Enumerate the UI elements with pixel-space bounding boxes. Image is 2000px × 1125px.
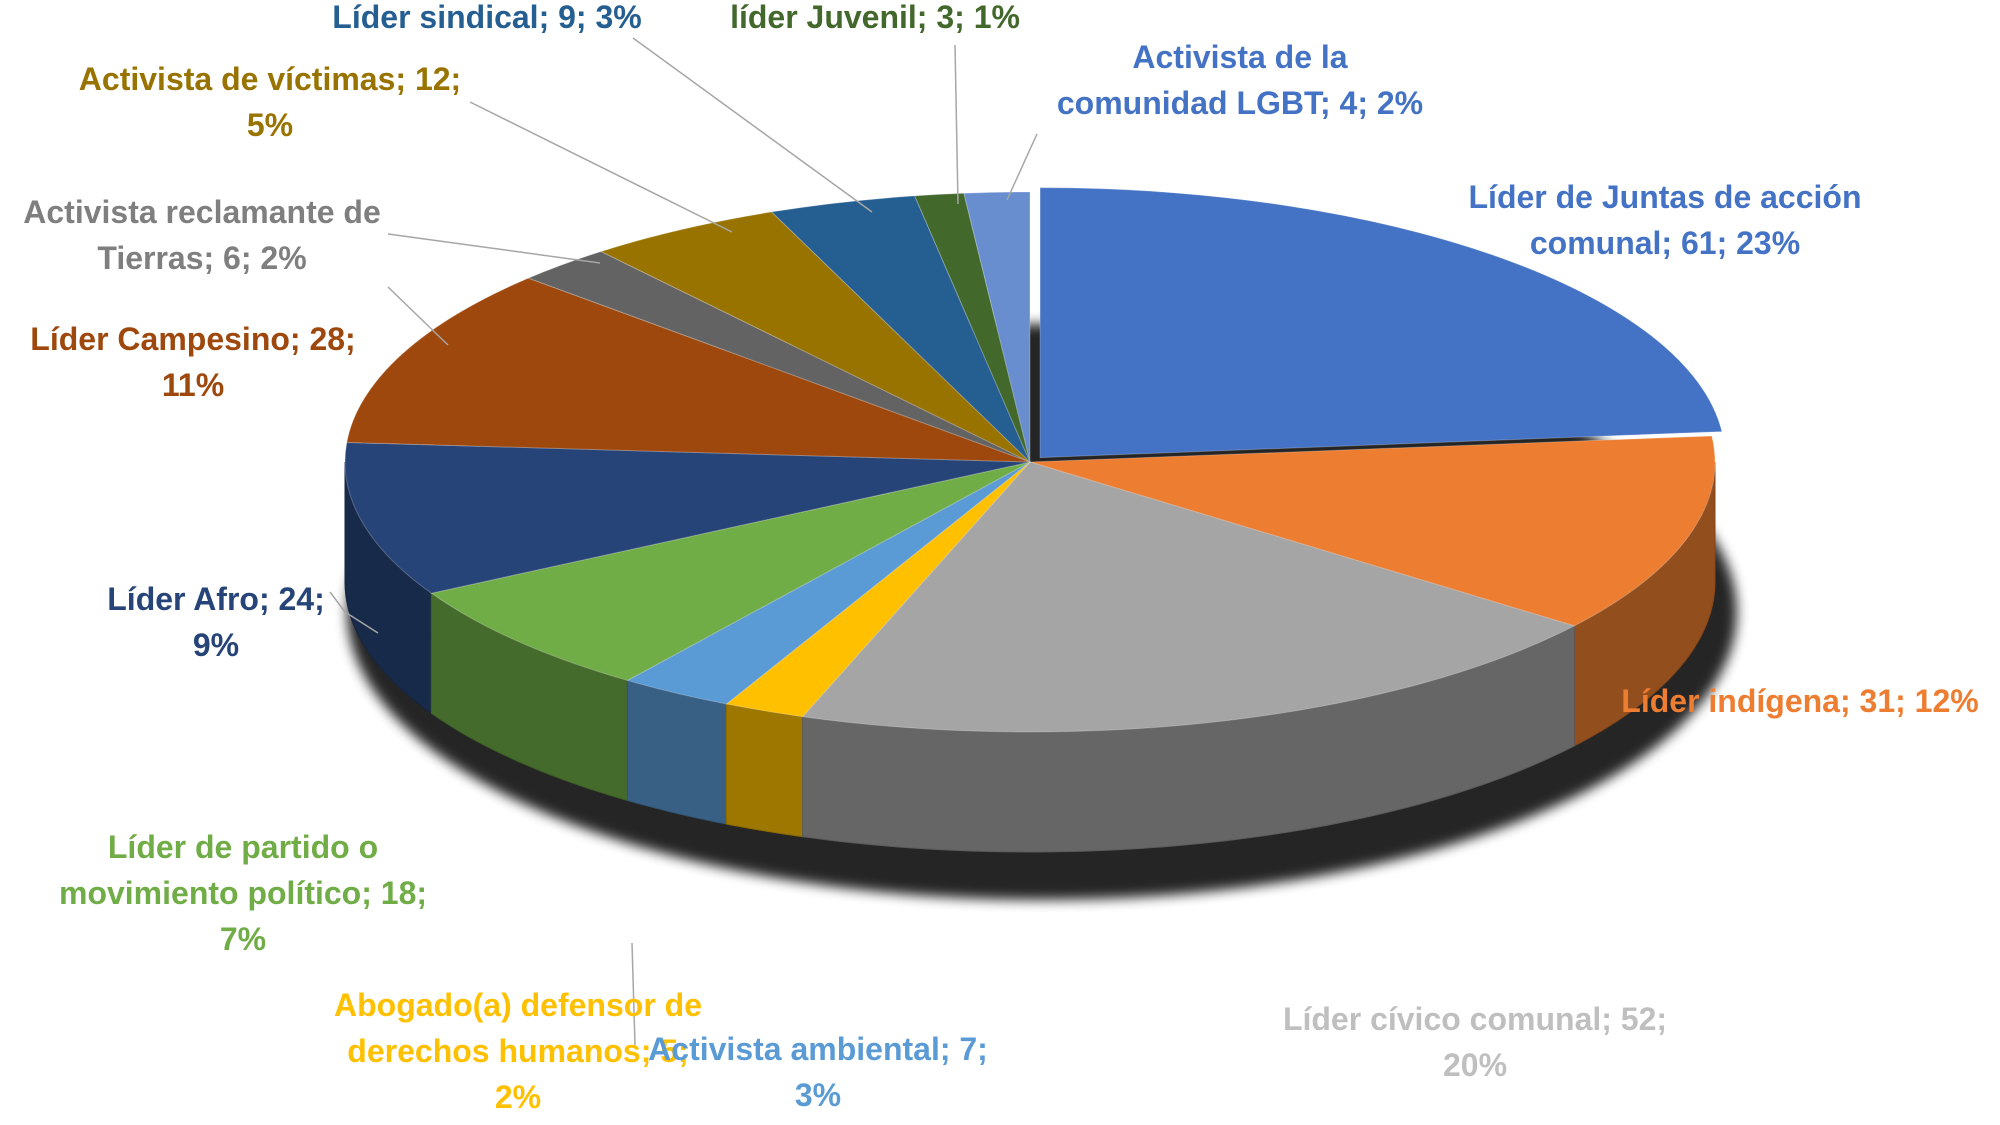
pie-slice-10	[599, 211, 1031, 463]
data-label-line: Tierras; 6; 2%	[97, 240, 306, 276]
pie-slice-9	[527, 250, 1031, 463]
leader-line-12	[954, 44, 959, 205]
data-label-line: Líder de partido o	[108, 829, 378, 865]
data-label-line: Líder indígena; 31; 12%	[1621, 683, 1978, 719]
data-label-4: Abogado(a) defensor de derechos humanos; …	[334, 987, 702, 1115]
data-label-12: líder Juvenil; 3; 1%	[730, 0, 1020, 35]
data-label-line: comunidad LGBT; 4; 2%	[1057, 85, 1423, 121]
leader-line-13	[1006, 133, 1038, 201]
data-label-line: líder Juvenil; 3; 1%	[730, 0, 1020, 35]
data-label-8: Líder Campesino; 28; 11%	[30, 321, 355, 403]
data-label-line: 5%	[247, 107, 293, 143]
data-label-line: 9%	[193, 627, 239, 663]
data-label-line: Líder cívico comunal; 52;	[1283, 1001, 1667, 1037]
leader-line-7	[329, 591, 379, 634]
data-label-line: movimiento político; 18;	[59, 875, 427, 911]
data-label-2: Líder indígena; 31; 12%	[1621, 683, 1978, 719]
pie-slice-7	[344, 441, 1031, 594]
leader-line-9	[387, 233, 601, 264]
data-labels: Líder de Juntas de acción comunal; 61; 23…	[23, 0, 1978, 1115]
leader-lines	[329, 37, 1038, 1046]
data-label-1: Líder de Juntas de acción comunal; 61; 23…	[1469, 179, 1862, 261]
data-label-9: Activista reclamante de Tierras; 6; 2%	[23, 194, 381, 276]
data-label-line: Líder Campesino; 28;	[30, 321, 355, 357]
leader-line-4	[631, 942, 636, 1046]
pie-top-faces	[344, 187, 1723, 733]
leader-line-11	[632, 37, 873, 213]
pie-slice-11	[770, 195, 1031, 463]
data-label-line: Activista ambiental; 7;	[648, 1031, 988, 1067]
data-label-13: Activista de la comunidad LGBT; 4; 2%	[1057, 39, 1423, 121]
data-label-line: 11%	[162, 367, 224, 403]
data-label-line: Líder de Juntas de acción	[1469, 179, 1862, 215]
data-label-7: Líder Afro; 24; 9%	[107, 581, 325, 663]
leader-line-8	[387, 286, 449, 346]
pie-slice-12	[913, 192, 1031, 463]
data-label-line: comunal; 61; 23%	[1530, 225, 1800, 261]
data-label-line: Activista reclamante de	[23, 194, 381, 230]
data-label-10: Activista de víctimas; 12; 5%	[79, 61, 461, 143]
data-label-line: Activista de víctimas; 12;	[79, 61, 461, 97]
pie-side-walls	[344, 461, 1716, 853]
data-label-line: 3%	[795, 1077, 841, 1113]
pie-slice-5	[626, 461, 1031, 705]
data-label-line: derechos humanos; 5;	[347, 1033, 688, 1069]
pie-slice-3	[801, 461, 1576, 733]
data-label-line: 2%	[495, 1079, 541, 1115]
pie-slice-2	[1029, 435, 1716, 627]
data-label-line: 20%	[1443, 1047, 1507, 1083]
leader-line-10	[469, 101, 733, 233]
pie-slice-4	[725, 461, 1031, 718]
data-label-5: Activista ambiental; 7; 3%	[648, 1031, 988, 1113]
pie-slice-8	[346, 277, 1031, 463]
data-label-line: Abogado(a) defensor de	[334, 987, 702, 1023]
data-label-3: Líder cívico comunal; 52; 20%	[1283, 1001, 1667, 1083]
data-label-6: Líder de partido o movimiento político; 1…	[59, 829, 427, 957]
data-label-line: 7%	[220, 921, 266, 957]
data-label-line: Líder Afro; 24;	[107, 581, 325, 617]
data-label-line: Activista de la	[1132, 39, 1347, 75]
data-label-line: Líder sindical; 9; 3%	[332, 0, 641, 35]
pie-side-5	[626, 679, 727, 825]
pie-slice-13	[963, 191, 1031, 463]
data-label-11: Líder sindical; 9; 3%	[332, 0, 641, 35]
pie-side-4	[725, 703, 804, 838]
pie-slice-1	[1039, 187, 1723, 459]
pie-slice-6	[430, 461, 1031, 681]
